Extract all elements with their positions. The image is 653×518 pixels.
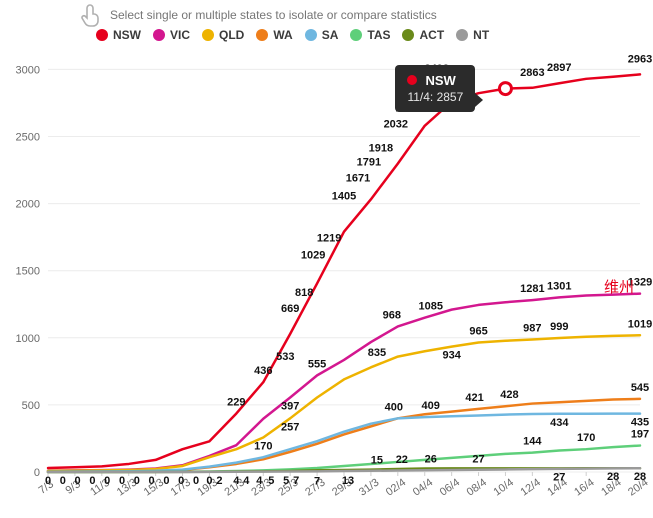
tooltip-subtitle: 11/4: 2857 [407,90,463,104]
svg-text:1301: 1301 [547,280,571,292]
svg-text:7: 7 [314,475,320,487]
svg-text:02/4: 02/4 [384,476,408,498]
svg-text:229: 229 [227,396,245,408]
svg-text:1281: 1281 [520,283,544,295]
svg-text:4: 4 [233,475,240,487]
svg-text:2897: 2897 [547,62,571,74]
chart-container: Select single or multiple states to isol… [0,0,653,518]
svg-text:2500: 2500 [16,132,40,144]
svg-text:999: 999 [550,321,568,333]
svg-text:1085: 1085 [418,301,442,313]
svg-text:5: 5 [268,475,274,487]
svg-text:965: 965 [469,326,487,338]
svg-text:2863: 2863 [520,67,544,79]
svg-text:0: 0 [75,475,81,487]
svg-text:533: 533 [276,351,294,363]
svg-text:27: 27 [472,453,484,465]
svg-text:0: 0 [45,475,51,487]
svg-text:22: 22 [396,454,408,466]
svg-text:1000: 1000 [16,333,40,345]
svg-text:2032: 2032 [384,119,408,131]
line-chart: 0500100015002000250030007/39/311/313/315… [0,0,653,518]
svg-text:3000: 3000 [16,64,40,76]
svg-text:0: 0 [193,475,199,487]
svg-text:10/4: 10/4 [492,476,516,498]
svg-text:434: 434 [550,417,569,429]
svg-text:0: 0 [34,467,40,479]
svg-text:0: 0 [119,475,125,487]
svg-text:0: 0 [178,475,184,487]
svg-text:27: 27 [553,471,565,483]
svg-text:257: 257 [281,421,299,433]
svg-text:934: 934 [442,350,461,362]
svg-text:1918: 1918 [369,142,393,154]
svg-text:409: 409 [422,400,440,412]
svg-text:144: 144 [523,436,542,448]
svg-text:400: 400 [385,401,403,413]
svg-text:2000: 2000 [16,199,40,211]
svg-text:13: 13 [342,475,354,487]
svg-text:0: 0 [89,475,95,487]
svg-text:1791: 1791 [357,156,381,168]
svg-text:0: 0 [134,475,140,487]
svg-text:16/4: 16/4 [572,476,596,498]
svg-text:06/4: 06/4 [438,476,462,498]
svg-text:15: 15 [371,455,383,467]
series-wa[interactable] [48,399,640,472]
svg-text:0: 0 [163,475,169,487]
svg-text:2: 2 [216,475,222,487]
annotation-vic: 维州 [604,276,634,297]
svg-text:26: 26 [425,454,437,466]
svg-text:421: 421 [465,392,483,404]
svg-text:428: 428 [500,389,518,401]
svg-text:436: 436 [254,365,272,377]
svg-text:08/4: 08/4 [465,476,489,498]
svg-text:555: 555 [308,358,326,370]
svg-text:397: 397 [281,401,299,413]
svg-text:987: 987 [523,323,541,335]
svg-text:4: 4 [256,475,263,487]
svg-text:2963: 2963 [628,53,652,65]
svg-text:500: 500 [22,400,40,412]
svg-text:1029: 1029 [301,249,325,261]
svg-text:0: 0 [60,475,66,487]
svg-text:818: 818 [295,287,313,299]
svg-text:12/4: 12/4 [518,476,542,498]
svg-text:1405: 1405 [332,191,356,203]
svg-text:835: 835 [368,347,386,359]
svg-text:0: 0 [149,475,155,487]
svg-text:197: 197 [631,429,649,441]
svg-text:1500: 1500 [16,266,40,278]
svg-text:1019: 1019 [628,318,652,330]
tooltip-dot [407,75,417,85]
svg-text:28: 28 [634,471,646,483]
svg-text:5: 5 [283,475,289,487]
svg-text:7: 7 [293,475,299,487]
svg-text:170: 170 [254,441,272,453]
svg-text:435: 435 [631,417,649,429]
svg-text:545: 545 [631,382,649,394]
svg-text:28: 28 [607,471,619,483]
highlight-marker [499,83,511,95]
svg-text:04/4: 04/4 [411,476,435,498]
tooltip: NSW 11/4: 2857 [395,65,475,112]
svg-text:0: 0 [206,475,212,487]
svg-text:669: 669 [281,303,299,315]
svg-text:968: 968 [383,309,401,321]
svg-text:170: 170 [577,432,595,444]
svg-text:1671: 1671 [346,173,370,185]
svg-text:1219: 1219 [317,232,341,244]
svg-text:31/3: 31/3 [357,476,381,498]
svg-text:0: 0 [104,475,110,487]
svg-text:4: 4 [243,475,250,487]
tooltip-title: NSW [425,73,455,88]
